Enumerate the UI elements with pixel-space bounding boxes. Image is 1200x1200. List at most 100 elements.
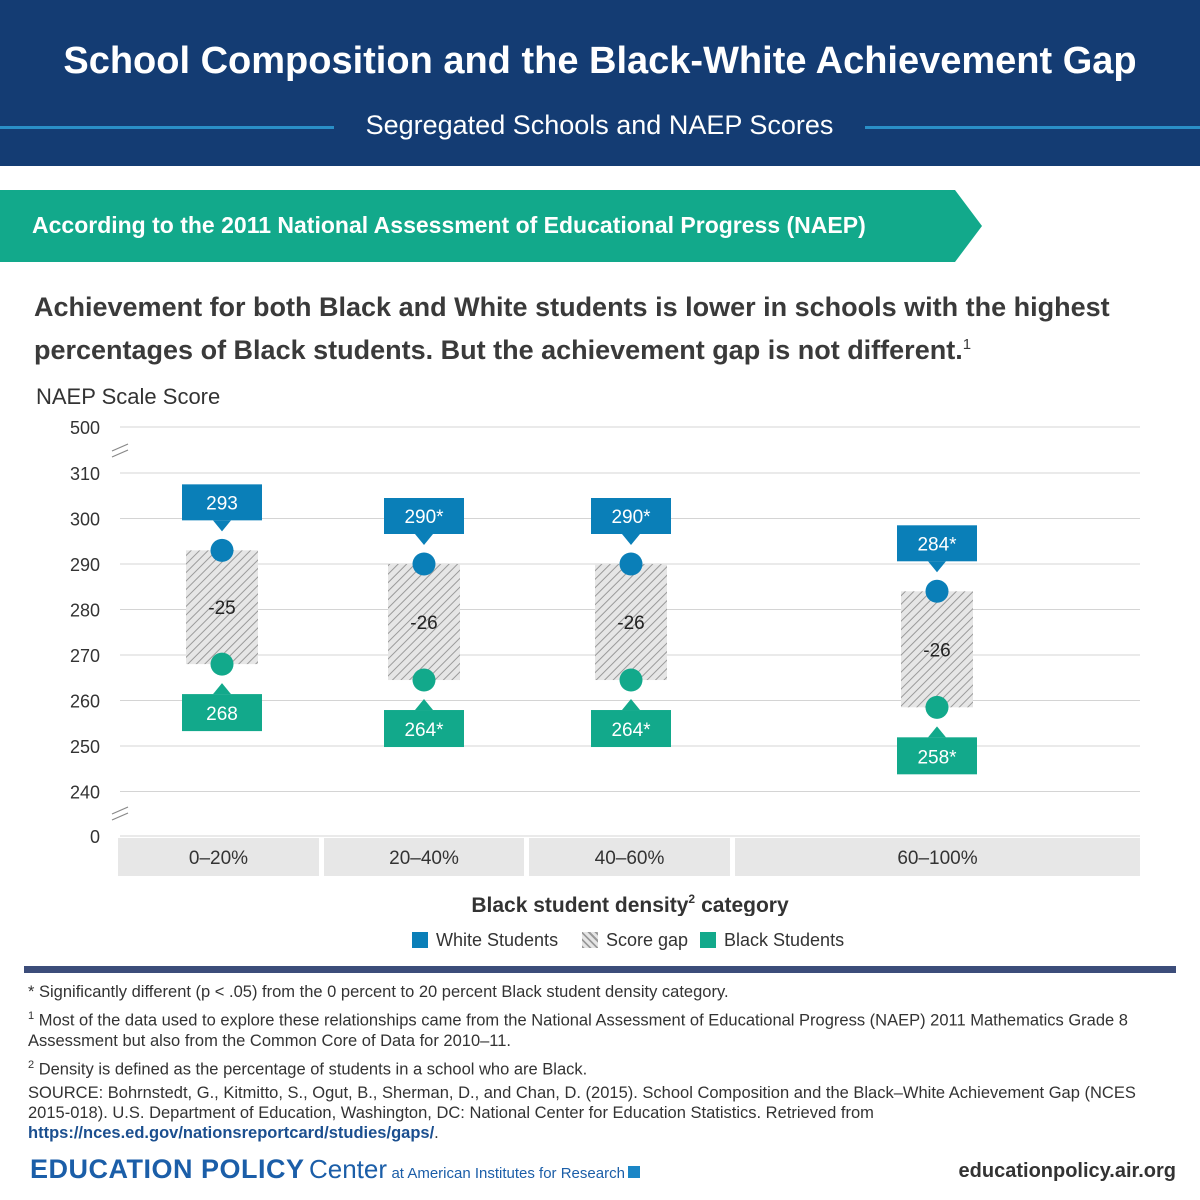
white-point — [210, 538, 234, 562]
category-band — [529, 838, 730, 876]
black-point — [210, 652, 234, 676]
brand-main-text: EDUCATION POLICY — [30, 1154, 305, 1184]
axis-break-top — [111, 443, 129, 458]
section-banner: According to the 2011 National Assessmen… — [0, 190, 982, 262]
source-end: . — [434, 1124, 439, 1142]
subtitle-row: Segregated Schools and NAEP Scores — [0, 108, 1200, 148]
brand-logo: EDUCATION POLICY Center at American Inst… — [30, 1154, 640, 1185]
data-marks: 293 268 290* 264* 290* 264* 284* 258* — [182, 484, 977, 775]
notes-divider — [24, 966, 1176, 973]
white-value-label: 290* — [611, 507, 651, 528]
white-point — [412, 552, 436, 576]
white-value-label: 293 — [206, 493, 238, 514]
legend-swatch-gap — [582, 932, 598, 948]
category-band — [118, 838, 319, 876]
x-tick-label: 60–100% — [897, 848, 977, 869]
y-tick-label: 290 — [70, 555, 100, 575]
white-value-label: 284* — [917, 534, 957, 555]
legend-label-white: White Students — [436, 930, 559, 950]
white-callout-pointer — [415, 534, 433, 545]
category-band — [735, 838, 1140, 876]
y-tick-label: 270 — [70, 646, 100, 666]
footnote-2: 2 Density is defined as the percentage o… — [28, 1055, 1148, 1080]
x-axis-label-text: Black student density — [471, 894, 688, 916]
legend-swatch-white — [412, 932, 428, 948]
significance-note: * Significantly different (p < .05) from… — [28, 983, 729, 1001]
subtitle-rule-left — [0, 126, 334, 129]
black-value-label: 258* — [917, 747, 957, 768]
white-callout — [384, 498, 464, 534]
gap-label: -26 — [410, 613, 437, 634]
white-callout-pointer — [928, 561, 946, 573]
x-axis-label: Black student density2 category — [471, 892, 789, 916]
legend-label-black: Black Students — [724, 930, 845, 950]
white-callout — [897, 525, 977, 562]
black-point — [619, 668, 643, 692]
gap-label: -26 — [923, 640, 950, 661]
subtitle-rule-right — [865, 126, 1200, 129]
y-axis-label: NAEP Scale Score — [36, 384, 220, 409]
x-tick-label: 40–60% — [595, 848, 665, 869]
footnote-2-text: Density is defined as the percentage of … — [38, 1060, 588, 1078]
white-value-label: 290* — [404, 507, 444, 528]
axis-break-bottom — [111, 806, 129, 821]
legend-label-gap: Score gap — [606, 930, 689, 950]
footnote-2-mark: 2 — [28, 1058, 35, 1071]
lead-statement: Achievement for both Black and White stu… — [34, 288, 1164, 369]
black-callout — [591, 710, 671, 748]
black-callout-pointer — [622, 699, 640, 711]
page-subtitle: Segregated Schools and NAEP Scores — [365, 110, 834, 140]
gap-label: -25 — [208, 598, 235, 619]
black-callout — [384, 710, 464, 748]
black-value-label: 268 — [206, 704, 238, 725]
white-callout — [591, 498, 671, 534]
black-point — [925, 695, 949, 719]
category-bands: 0–20% 20–40% 40–60% 60–100% — [118, 838, 1140, 876]
black-callout — [897, 737, 977, 775]
black-callout-pointer — [415, 699, 433, 711]
brand-center-text: Center — [308, 1154, 388, 1184]
gap-label: -26 — [617, 613, 644, 634]
white-callout-pointer — [213, 520, 231, 532]
chart-legend: White Students Score gap Black Students — [0, 929, 1200, 951]
gap-bar — [595, 564, 667, 681]
gap-bar — [186, 550, 258, 665]
y-tick-label: 260 — [70, 692, 100, 712]
footer-url: educationpolicy.air.org — [958, 1160, 1176, 1182]
y-tick-label: 500 — [70, 418, 100, 438]
source-text: SOURCE: Bohrnstedt, G., Kitmitto, S., Og… — [28, 1084, 1136, 1122]
legend-swatch-black — [700, 932, 716, 948]
gap-bar — [901, 591, 973, 708]
y-tick-label: 0 — [90, 827, 100, 847]
gap-bars: -25 -26 -26 -26 — [186, 550, 973, 708]
footnotes: * Significantly different (p < .05) from… — [28, 982, 1148, 1147]
header-band: School Composition and the Black-White A… — [0, 0, 1200, 166]
x-tick-label: 20–40% — [389, 848, 459, 869]
source-note: SOURCE: Bohrnstedt, G., Kitmitto, S., Og… — [28, 1083, 1148, 1143]
white-callout — [182, 484, 262, 521]
x-axis-label-suffix: category — [701, 894, 789, 916]
y-tick-label: 250 — [70, 737, 100, 757]
source-link[interactable]: https://nces.ed.gov/nationsreportcard/st… — [28, 1124, 435, 1142]
black-callout — [182, 694, 262, 732]
black-point — [412, 668, 436, 692]
category-band — [324, 838, 524, 876]
x-axis-label-mark: 2 — [688, 892, 695, 906]
y-tick-label: 300 — [70, 510, 100, 530]
lead-text: Achievement for both Black and White stu… — [34, 292, 1110, 365]
footnote-1-mark: 1 — [28, 1010, 35, 1022]
lead-footnote-mark: 1 — [962, 336, 972, 353]
white-point — [925, 579, 949, 603]
score-chart: NAEP Scale Score 500 310 300 290 280 270 260 25… — [36, 384, 1140, 916]
brand-air-text: at American Institutes for Research — [391, 1165, 625, 1182]
black-callout-pointer — [213, 683, 231, 695]
white-point — [619, 552, 643, 576]
black-callout-pointer — [928, 726, 946, 738]
y-tick-label: 240 — [70, 783, 100, 803]
y-tick-label: 310 — [70, 464, 100, 484]
y-tick-label: 280 — [70, 601, 100, 621]
black-value-label: 264* — [611, 720, 651, 741]
gap-bar — [388, 564, 460, 681]
white-callout-pointer — [622, 534, 640, 545]
black-value-label: 264* — [404, 720, 444, 741]
